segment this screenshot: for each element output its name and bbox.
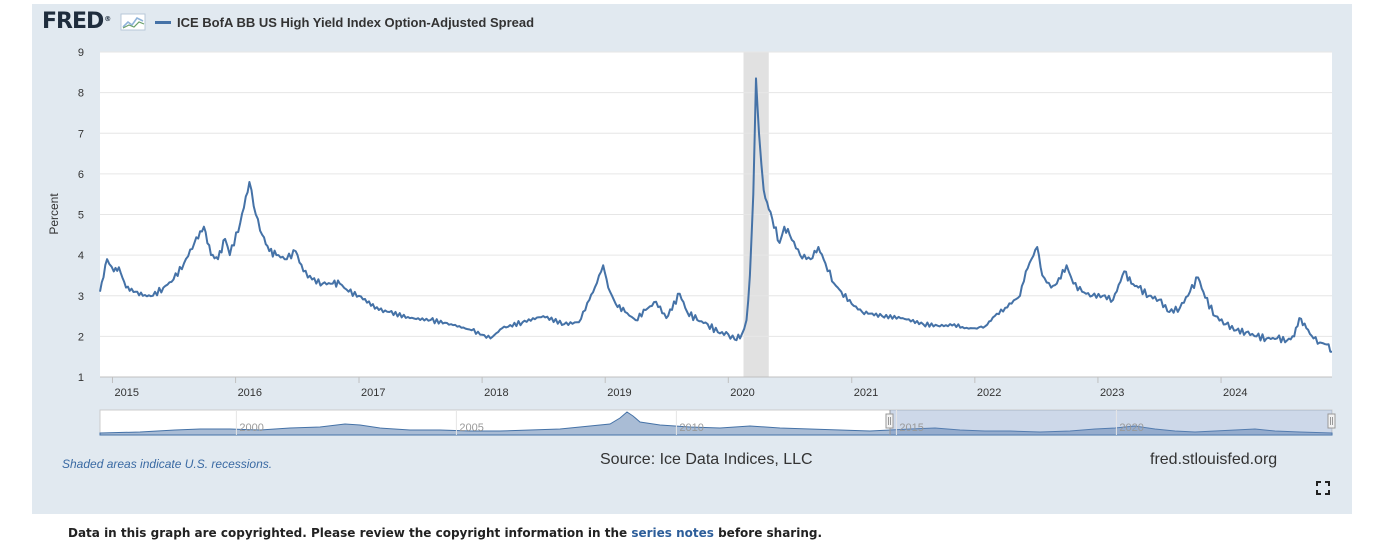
- x-tick-label: 2020: [730, 387, 754, 399]
- x-axis-ticks: 2015 2016 2017 2018 2019 2020 2021 2022 2023 2024: [111, 377, 1248, 399]
- navigator-tick-label: 2010: [679, 422, 703, 434]
- series-layer: [99, 77, 1333, 353]
- navigator-area: [99, 411, 1333, 436]
- chart-line-icon: [120, 13, 146, 31]
- series-line[interactable]: [99, 77, 1333, 353]
- x-tick-label: 2017: [361, 387, 385, 399]
- fred-logo[interactable]: FRED®: [42, 9, 111, 34]
- grid-lines: [100, 51, 1332, 378]
- y-tick-label: 4: [78, 250, 84, 262]
- top-divider: [0, 0, 1384, 4]
- legend-swatch: [155, 21, 171, 24]
- y-tick-label: 9: [78, 47, 84, 59]
- series-notes-link[interactable]: series notes: [631, 526, 714, 540]
- site-url[interactable]: fred.stlouisfed.org: [1150, 451, 1278, 468]
- x-tick-label: 2019: [607, 387, 631, 399]
- legend-label: ICE BofA BB US High Yield Index Option-A…: [177, 15, 535, 30]
- navigator-axis-labels: 2000 2005 2010 2015 2020: [235, 410, 1144, 435]
- x-tick-label: 2021: [854, 387, 878, 399]
- legend-item[interactable]: ICE BofA BB US High Yield Index Option-A…: [155, 15, 534, 30]
- logo-text: FRED: [42, 9, 104, 34]
- y-tick-label: 6: [78, 169, 84, 181]
- x-tick-label: 2024: [1223, 387, 1247, 399]
- y-tick-label: 7: [78, 128, 84, 140]
- fullscreen-icon[interactable]: [1315, 480, 1331, 496]
- x-tick-label: 2016: [238, 387, 262, 399]
- copyright-prefix: Data in this graph are copyrighted. Plea…: [68, 526, 632, 540]
- copyright-notice: Data in this graph are copyrighted. Plea…: [68, 526, 822, 540]
- y-tick-label: 2: [78, 331, 84, 343]
- logo-registered-mark: ®: [104, 15, 112, 23]
- navigator-handle-left[interactable]: [885, 413, 894, 429]
- copyright-suffix: before sharing.: [713, 526, 823, 540]
- y-tick-label: 1: [78, 372, 84, 384]
- y-tick-label: 3: [78, 291, 84, 303]
- y-axis-ticks: 1 2 3 4 5 6 7 8 9: [78, 47, 84, 384]
- navigator-tick-label: 2015: [899, 422, 923, 434]
- recession-note: Shaded areas indicate U.S. recessions.: [62, 457, 273, 471]
- x-tick-label: 2015: [114, 387, 138, 399]
- x-tick-label: 2022: [977, 387, 1001, 399]
- x-tick-label: 2018: [484, 387, 508, 399]
- navigator-handle-right[interactable]: [1327, 413, 1336, 429]
- navigator-tick-label: 2000: [239, 422, 263, 434]
- y-tick-label: 8: [78, 88, 84, 100]
- navigator[interactable]: 2000 2005 2010 2015 2020: [99, 409, 1336, 436]
- navigator-tick-label: 2020: [1119, 422, 1143, 434]
- x-tick-label: 2023: [1100, 387, 1124, 399]
- navigator-tick-label: 2005: [459, 422, 483, 434]
- navigator-selection[interactable]: [890, 410, 1332, 435]
- source-text: Source: Ice Data Indices, LLC: [600, 451, 813, 468]
- y-tick-label: 5: [78, 210, 84, 222]
